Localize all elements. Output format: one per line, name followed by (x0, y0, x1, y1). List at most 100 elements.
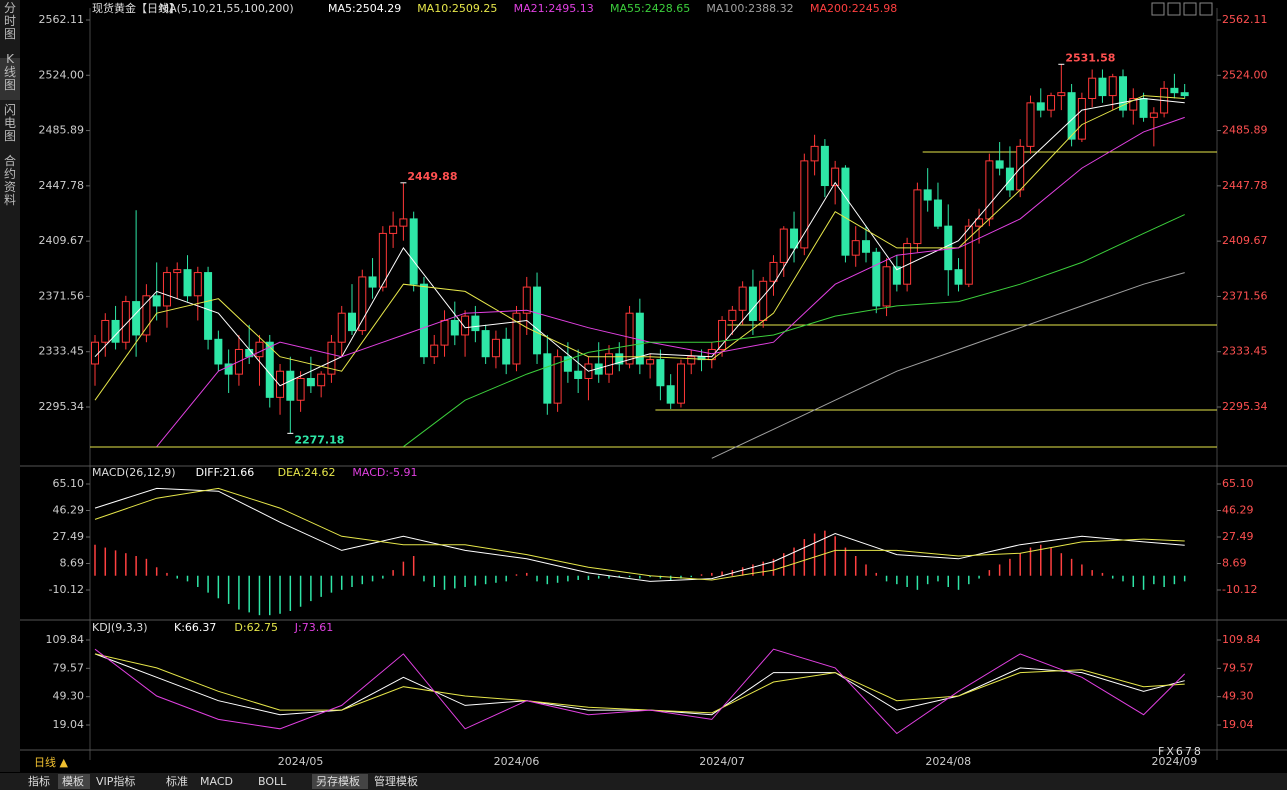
candle-body (738, 286, 747, 311)
sidebar-tab[interactable]: 分时图 (4, 1, 16, 41)
icon[interactable] (1167, 2, 1181, 16)
candle-body (296, 377, 305, 401)
y-tick-label: 49.30 (1222, 690, 1254, 703)
legend-item: K:66.37 (174, 621, 216, 634)
candle-body (615, 353, 624, 365)
sidebar-active (0, 58, 20, 100)
candle-body (954, 269, 963, 285)
tab[interactable]: VIP指标 (96, 774, 135, 788)
candle-body (563, 356, 572, 372)
candle-body (183, 269, 192, 297)
y-tick-label: 2447.78 (39, 179, 85, 192)
candle-body (419, 283, 428, 358)
indicator-line (94, 97, 1185, 387)
sidebar-bg (0, 0, 20, 772)
candle-body (471, 315, 480, 332)
y-tick-label: 27.49 (53, 530, 85, 543)
icon[interactable] (1199, 2, 1213, 16)
period[interactable]: 日线 ▲ (34, 755, 68, 769)
legend-item: MA21:2495.13 (514, 2, 594, 15)
candle-body (892, 266, 901, 285)
y-tick-label: 8.69 (1222, 556, 1247, 569)
y-tick-label: 2295.34 (1222, 400, 1268, 413)
tab[interactable]: 另存模板 (316, 774, 360, 788)
candle-body (1149, 112, 1158, 118)
y-tick-label: 2485.89 (1222, 124, 1268, 137)
legend-item: MA100:2388.32 (706, 2, 793, 15)
candle-body (204, 272, 213, 340)
candle-body (317, 373, 326, 387)
candle-body (1119, 76, 1127, 111)
candle-body (121, 301, 130, 343)
y-tick-label: 2371.56 (1222, 289, 1268, 302)
tab[interactable]: MACD (200, 775, 233, 788)
sidebar-tab[interactable]: K 线图 (4, 52, 16, 92)
candle-body (831, 167, 840, 187)
y-tick-label: 46.29 (53, 504, 85, 517)
tab[interactable]: BOLL (258, 775, 287, 788)
price-annotation: 2531.58 (1065, 51, 1115, 64)
legend-item: D:62.75 (234, 621, 278, 634)
candle-body (656, 359, 665, 387)
candle-body (132, 301, 141, 336)
candle-body (759, 280, 768, 321)
legend-item: MACD(26,12,9) (92, 466, 176, 479)
candle-body (933, 199, 942, 227)
legend-item: MA(5,10,21,55,100,200) (160, 2, 294, 15)
candle-body (995, 160, 1004, 169)
candle-body (348, 312, 356, 332)
candle-body (985, 160, 994, 220)
candle-body (1057, 92, 1066, 97)
candle-body (399, 218, 408, 227)
candle-body (440, 319, 449, 346)
candle-body (306, 377, 315, 387)
tab[interactable]: 指标 (28, 774, 50, 788)
price-annotation: 2449.88 (407, 170, 457, 183)
tab[interactable]: 标准 (166, 774, 188, 788)
y-tick-label: 19.04 (1222, 718, 1254, 731)
candle-body (389, 225, 398, 234)
candle-body (265, 341, 274, 398)
y-tick-label: 2333.45 (1222, 345, 1268, 358)
y-tick-label: 2371.56 (39, 289, 85, 302)
candle-body (687, 356, 696, 365)
candle-body (512, 312, 521, 365)
icon[interactable] (1151, 2, 1165, 16)
indicator-line (94, 487, 1185, 582)
candle-body (1005, 167, 1014, 191)
toolbar-icons (1151, 2, 1213, 16)
bottom-bar: 指标 模板 VIP指标 标准 MACD BOLL 另存模板 管理模板 (0, 773, 1287, 790)
y-tick-label: -10.12 (1222, 583, 1257, 596)
sidebar-tab[interactable]: 合约资料 (4, 153, 16, 207)
candle-body (1170, 87, 1179, 94)
indicator-line (94, 95, 1185, 401)
candle-body (1026, 102, 1035, 147)
tab-bg (58, 774, 90, 789)
candle-body (1108, 76, 1117, 97)
legend-item: MA10:2509.25 (417, 2, 497, 15)
candle-body (820, 145, 829, 187)
candle-body (666, 385, 675, 404)
tab[interactable]: 模板 (62, 774, 84, 788)
x-tick-label: 2024/09 (1152, 755, 1198, 768)
y-tick-label: 2562.11 (39, 13, 85, 26)
y-tick-label: 27.49 (1222, 530, 1254, 543)
y-tick-label: -10.12 (49, 583, 84, 596)
candle-body (553, 356, 562, 404)
candle-body (214, 338, 223, 365)
y-tick-label: 109.84 (46, 633, 85, 646)
candle-body (975, 218, 984, 227)
y-tick-label: 79.57 (53, 661, 85, 674)
y-tick-label: 2333.45 (39, 345, 85, 358)
price-annotation: 2277.18 (294, 433, 344, 446)
y-tick-label: 79.57 (1222, 661, 1254, 674)
y-tick-label: 49.30 (53, 690, 85, 703)
candle-body (358, 276, 367, 332)
sidebar-tab[interactable]: 闪电图 (4, 103, 16, 143)
y-tick-label: 2409.67 (1222, 234, 1268, 247)
candle-body (1036, 102, 1045, 111)
candle-body (769, 261, 778, 282)
tab[interactable]: 管理模板 (374, 774, 418, 788)
icon[interactable] (1183, 2, 1197, 16)
